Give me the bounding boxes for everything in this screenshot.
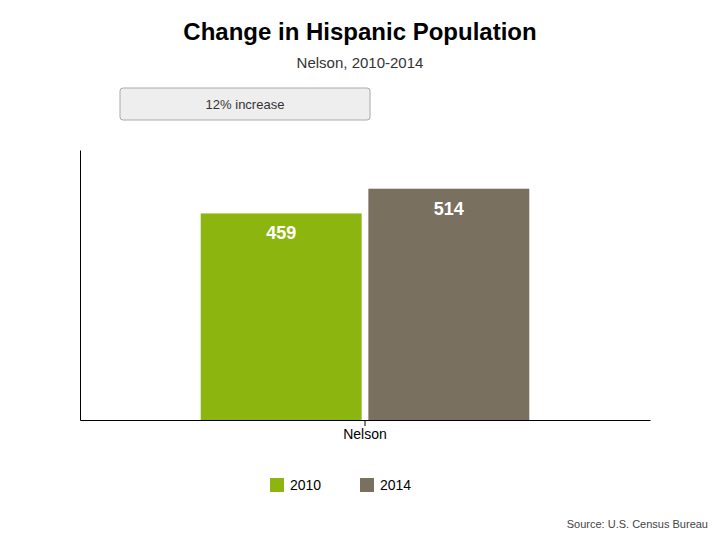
y-axis <box>80 151 81 421</box>
x-axis: Nelson <box>81 420 651 442</box>
legend-label: 2014 <box>380 477 411 493</box>
plot: 459 514 Nelson <box>81 151 651 442</box>
chart: Change in Hispanic Population Nelson, 201… <box>0 0 720 540</box>
legend-item: 2010 <box>270 477 321 493</box>
legend-swatch <box>270 478 284 492</box>
data-label: 459 <box>266 223 296 243</box>
annotation: 12% increase <box>206 97 285 112</box>
bar <box>368 189 529 420</box>
x-tick-label: Nelson <box>343 426 387 442</box>
legend-swatch <box>360 478 374 492</box>
title: Change in Hispanic Population <box>183 18 536 45</box>
data-label: 514 <box>434 199 464 219</box>
legend-item: 2014 <box>360 477 411 493</box>
x-tick: Nelson <box>343 420 387 442</box>
annotation-box: 12% increase <box>120 88 370 120</box>
legend: 2010 2014 <box>270 477 411 493</box>
source: Source: U.S. Census Bureau <box>567 518 708 530</box>
bar <box>201 213 362 420</box>
legend-label: 2010 <box>290 477 321 493</box>
y-axis-line <box>80 151 81 421</box>
annotation-background <box>120 88 370 120</box>
data-labels: 459 514 <box>266 199 464 244</box>
subtitle: Nelson, 2010-2014 <box>297 54 424 71</box>
bars <box>201 189 530 420</box>
